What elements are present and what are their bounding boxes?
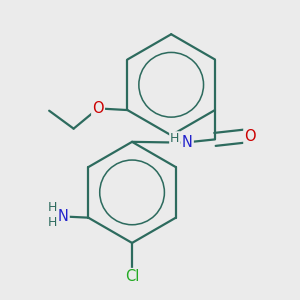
Text: H: H — [170, 132, 179, 145]
Text: H: H — [48, 201, 57, 214]
Text: H: H — [48, 216, 57, 229]
Text: N: N — [182, 135, 193, 150]
Text: Cl: Cl — [125, 269, 139, 284]
Text: O: O — [244, 129, 256, 144]
Text: N: N — [58, 208, 69, 224]
Text: O: O — [92, 101, 104, 116]
